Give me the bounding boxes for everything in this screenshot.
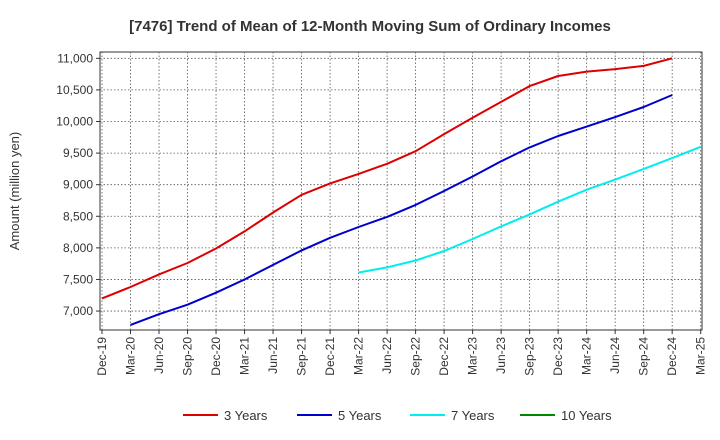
y-axis-title: Amount (million yen) [7,132,22,251]
y-axis-ticks: 7,000 7,500 8,000 8,500 9,000 9,500 10,000 10,5… [56,51,100,318]
y-tick-label: 9,000 [63,178,93,192]
x-tick-label: Mar-23 [466,337,480,375]
y-tick-label: 10,500 [56,83,93,97]
plot-area [99,51,703,331]
y-tick-label: 9,500 [63,146,93,160]
x-tick-label: Sep-24 [637,337,651,376]
x-tick-label: Jun-20 [152,337,166,374]
legend-label: 3 Years [224,408,268,423]
y-tick-label: 8,500 [63,209,93,223]
series-line-3-years [101,57,673,300]
gridlines [100,52,702,330]
series-line-5-years [130,94,673,326]
x-tick-label: Dec-22 [437,337,451,376]
x-tick-label: Mar-20 [124,337,138,375]
series-line-7-years [358,145,702,274]
legend-label: 5 Years [338,408,382,423]
x-tick-label: Dec-24 [665,337,679,376]
x-tick-label: Sep-20 [181,337,195,376]
series-lines [101,57,702,326]
y-tick-label: 7,500 [63,272,93,286]
x-tick-label: Jun-23 [494,337,508,374]
x-tick-label: Sep-22 [409,337,423,376]
legend: 3 Years 5 Years 7 Years 10 Years [183,408,612,423]
y-tick-label: 7,000 [63,304,93,318]
x-tick-label: Mar-22 [352,337,366,375]
y-tick-label: 11,000 [57,51,93,65]
x-tick-label: Dec-19 [95,337,109,376]
x-tick-label: Mar-24 [580,337,594,375]
x-tick-label: Mar-21 [238,337,252,375]
x-tick-label: Sep-23 [523,337,537,376]
y-tick-label: 8,000 [63,241,93,255]
y-tick-label: 10,000 [56,115,93,129]
x-tick-label: Sep-21 [295,337,309,376]
x-tick-label: Jun-24 [608,337,622,374]
x-tick-label: Jun-21 [266,337,280,374]
legend-label: 7 Years [451,408,495,423]
x-tick-label: Mar-25 [694,337,708,375]
x-tick-label: Dec-20 [209,337,223,376]
x-tick-label: Dec-23 [551,337,565,376]
legend-label: 10 Years [561,408,612,423]
chart-title: [7476] Trend of Mean of 12-Month Moving … [129,18,611,35]
x-axis-ticks: Dec-19 Mar-20 Jun-20 Sep-20 Dec-20 Mar-21 Jun-… [95,330,708,376]
x-tick-label: Dec-21 [323,337,337,376]
x-tick-label: Jun-22 [380,337,394,374]
